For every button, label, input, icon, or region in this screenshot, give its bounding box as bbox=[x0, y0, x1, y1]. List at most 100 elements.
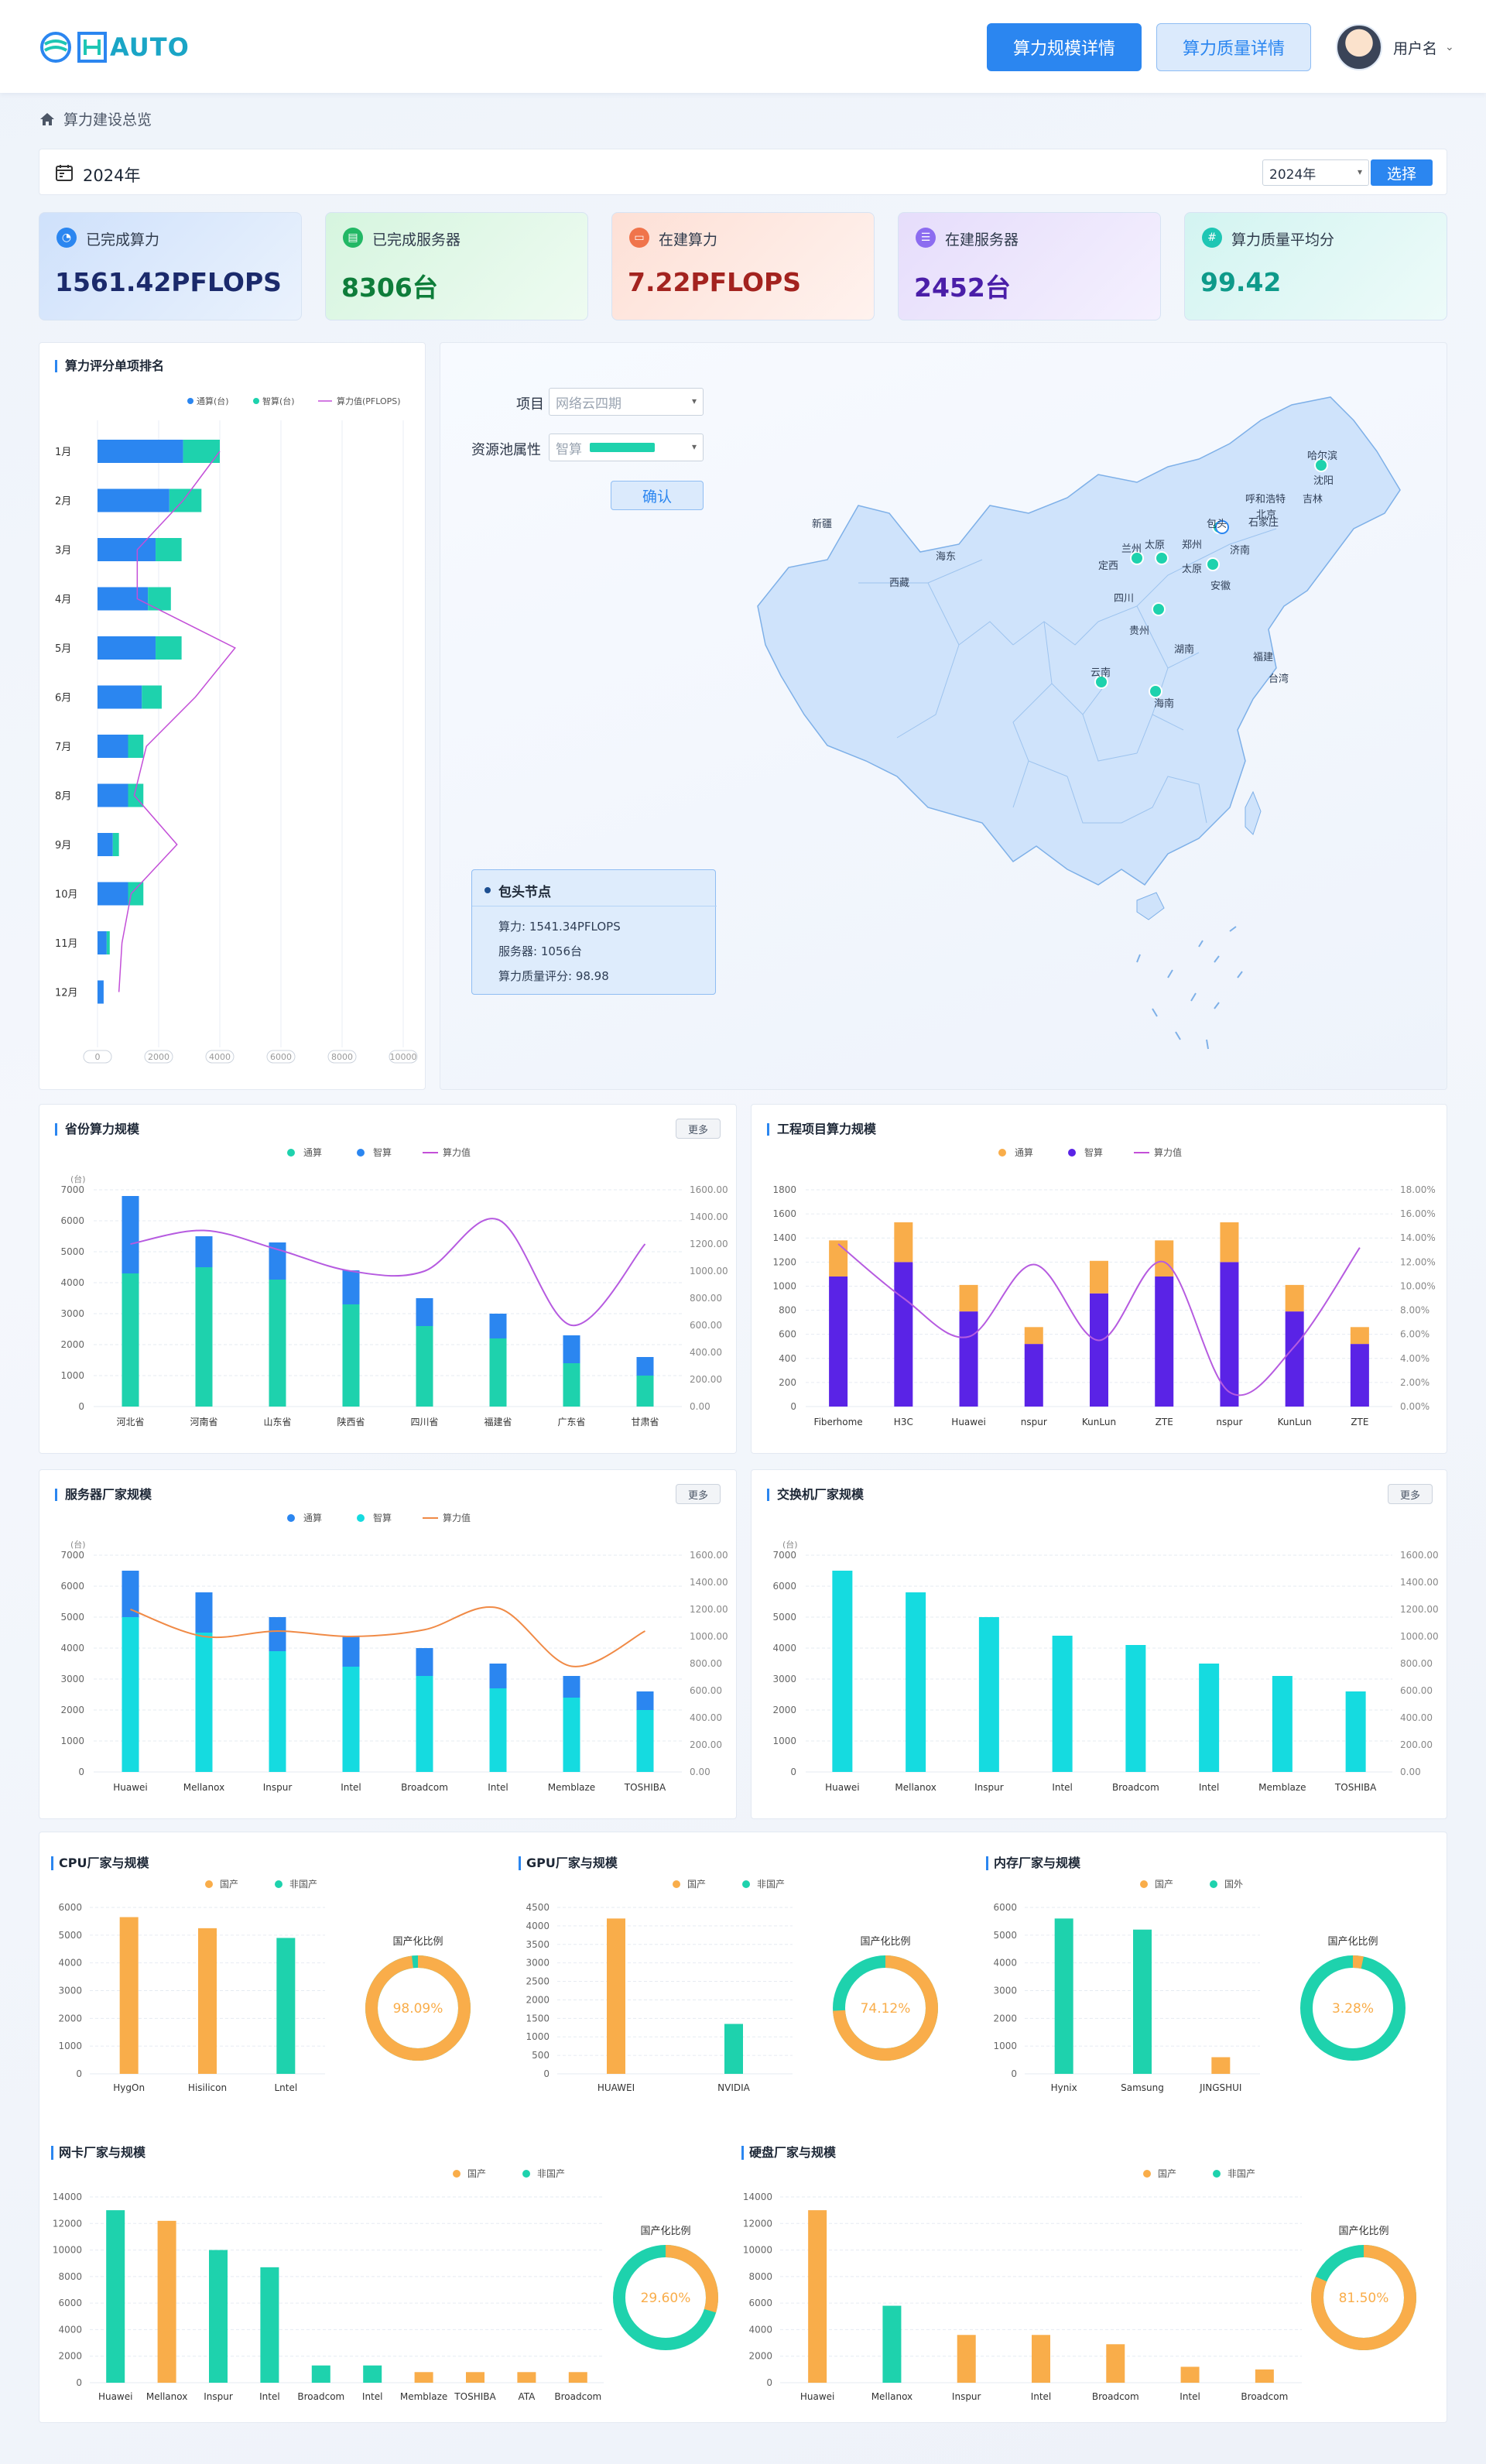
year-select[interactable]: 2024年 ▾ bbox=[1262, 159, 1369, 186]
map-city-label: 石家庄 bbox=[1248, 516, 1279, 529]
y-tick-label: 2000 bbox=[748, 2351, 772, 2362]
more-button[interactable]: 更多 bbox=[676, 1119, 721, 1139]
tooltip-servers: 服务器: 1056台 bbox=[498, 944, 582, 958]
user-menu[interactable]: 用户名 ⌄ bbox=[1336, 23, 1454, 71]
bar bbox=[311, 2365, 330, 2383]
x-category-label: 河北省 bbox=[116, 1417, 144, 1427]
province-panel: 省份算力规模 更多 通算 智算 算力值 (台) 0 1000 2000 3000 4000 500… bbox=[39, 1104, 737, 1454]
project-select[interactable]: 网络云四期 ▾ bbox=[549, 388, 704, 416]
x-category-label: Fiberhome bbox=[814, 1417, 863, 1427]
home-icon[interactable] bbox=[39, 111, 56, 127]
y-tick-label: 5000 bbox=[60, 1612, 84, 1623]
legend-label: 国产 bbox=[1158, 2168, 1176, 2179]
map-city-label: 海东 bbox=[936, 551, 956, 563]
bar-segment-lower bbox=[636, 1376, 654, 1407]
map-node-dot bbox=[1314, 458, 1328, 472]
y-tick-label: 1000 bbox=[58, 2041, 82, 2051]
more-button[interactable]: 更多 bbox=[1388, 1484, 1433, 1504]
legend-label: 通算 bbox=[303, 1146, 322, 1158]
x-category-label: Lntel bbox=[274, 2082, 297, 2093]
bar-segment-lower bbox=[563, 1363, 580, 1407]
bar-segment-upper bbox=[195, 1592, 213, 1633]
hash-icon: # bbox=[1202, 228, 1222, 248]
x-category-label: Broadcom bbox=[297, 2391, 344, 2402]
x-category-label: JINGSHUI bbox=[1199, 2082, 1241, 2093]
y-category-label: 6月 bbox=[55, 693, 71, 704]
x-category-label: Inspur bbox=[952, 2391, 981, 2402]
y2-tick-label: 1600.00 bbox=[690, 1184, 728, 1195]
tick-pill bbox=[327, 1050, 357, 1064]
y-tick-label: 6000 bbox=[58, 2298, 82, 2308]
x-category-label: Hynix bbox=[1051, 2082, 1077, 2093]
bar-segment-lower bbox=[416, 1676, 433, 1772]
donut-domestic-arc bbox=[613, 2245, 718, 2350]
scale-detail-button[interactable]: 算力规模详情 bbox=[987, 23, 1142, 71]
y2-tick-label: 18.00% bbox=[1400, 1184, 1436, 1195]
bar-segment-upper bbox=[122, 1196, 139, 1273]
y2-tick-label: 0.00 bbox=[1400, 1767, 1421, 1777]
map-city-label: 四川 bbox=[1114, 593, 1134, 605]
ratio-value: 98.09% bbox=[393, 2001, 443, 2017]
x-category-label: nspur bbox=[1021, 1417, 1047, 1427]
y2-tick-label: 400.00 bbox=[690, 1712, 722, 1723]
y2-tick-label: 10.00% bbox=[1400, 1280, 1436, 1291]
y-tick-label: 5000 bbox=[58, 1930, 82, 1941]
stat-value: 2452台 bbox=[914, 272, 1011, 303]
x-category-label: Huawei bbox=[800, 2391, 835, 2402]
power-value-line bbox=[130, 1606, 645, 1667]
bar-zhisuan bbox=[156, 636, 182, 660]
y-tick-label: 1000 bbox=[993, 2041, 1017, 2051]
bar-segment-upper bbox=[342, 1636, 360, 1667]
bar-segment-upper bbox=[195, 1236, 213, 1267]
y-category-label: 10月 bbox=[55, 889, 78, 901]
select-button[interactable]: 选择 bbox=[1371, 159, 1433, 186]
bar-tongsuan bbox=[98, 685, 142, 709]
y-tick-label: 4000 bbox=[993, 1958, 1017, 1969]
bar bbox=[957, 2335, 976, 2383]
y-tick-label: 4000 bbox=[60, 1277, 84, 1288]
map-node-dot bbox=[1149, 684, 1162, 698]
bar-segment-upper bbox=[563, 1676, 580, 1698]
bar-segment-lower bbox=[489, 1338, 507, 1407]
legend-dot bbox=[1213, 2170, 1221, 2178]
x-category-label: TOSHIBA bbox=[1334, 1782, 1377, 1793]
bar-segment-lower bbox=[342, 1304, 360, 1407]
legend-dot bbox=[187, 398, 193, 404]
bar-segment-upper bbox=[1285, 1284, 1304, 1312]
power-value-line bbox=[130, 1218, 646, 1327]
y2-tick-label: 1000.00 bbox=[690, 1266, 728, 1277]
y-tick-label: 0 bbox=[78, 1767, 84, 1777]
project-chart: 通算 智算 算力值 0 200 400 600 800 1000 1200 1400 1600 1800… bbox=[772, 1146, 1436, 1427]
bar-segment-lower bbox=[342, 1667, 360, 1772]
bar bbox=[882, 2305, 902, 2383]
map-city-label: 台湾 bbox=[1269, 673, 1289, 685]
bar-segment-lower bbox=[1350, 1344, 1369, 1407]
legend-dot bbox=[357, 1149, 365, 1157]
more-button[interactable]: 更多 bbox=[676, 1484, 721, 1504]
bar bbox=[906, 1592, 926, 1772]
map-city-label: 太原 bbox=[1182, 564, 1202, 575]
legend-label: 通算 bbox=[303, 1512, 322, 1523]
logo[interactable]: AUTO bbox=[39, 29, 190, 65]
x-category-label: ZTE bbox=[1351, 1417, 1368, 1427]
bar-tongsuan bbox=[98, 980, 104, 1004]
bar-segment-upper bbox=[959, 1284, 978, 1312]
map-city-label: 云南 bbox=[1091, 667, 1111, 679]
power-value-line bbox=[837, 1243, 1361, 1396]
legend-label: 通算 bbox=[1015, 1146, 1033, 1158]
stat-card-building-servers: ☰ 在建服务器 2452台 bbox=[898, 212, 1161, 320]
bar bbox=[1180, 2366, 1200, 2383]
bar-tongsuan bbox=[98, 735, 128, 758]
bar bbox=[724, 2024, 743, 2074]
pool-select[interactable]: 智算 ▾ bbox=[549, 434, 704, 461]
confirm-button[interactable]: 确认 bbox=[611, 481, 704, 510]
y-tick-label: 7000 bbox=[60, 1550, 84, 1561]
stat-value: 1561.42PFLOPS bbox=[55, 267, 282, 297]
y-tick-label: 2000 bbox=[60, 1705, 84, 1715]
quality-detail-button[interactable]: 算力质量详情 bbox=[1156, 23, 1311, 71]
legend-dot bbox=[1140, 1880, 1148, 1888]
y-tick-label: 3000 bbox=[993, 1986, 1017, 1996]
